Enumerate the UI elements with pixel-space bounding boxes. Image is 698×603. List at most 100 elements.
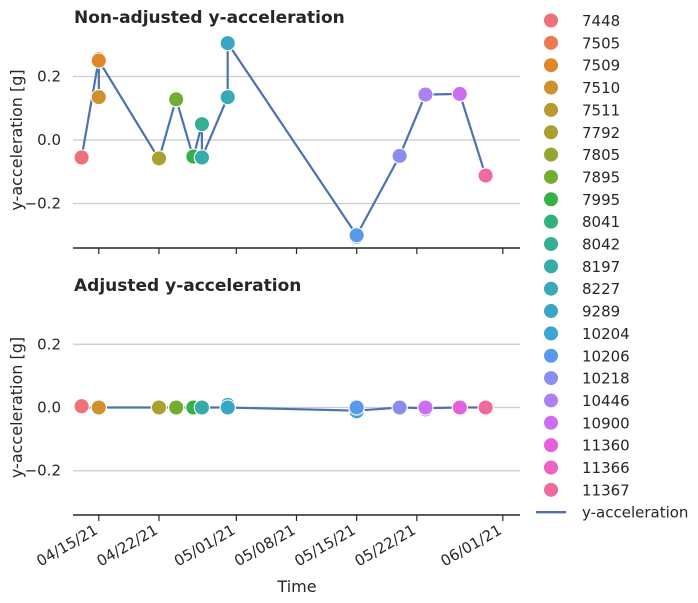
legend-marker	[544, 237, 558, 251]
legend-label: 9289	[582, 303, 620, 321]
legend-item: 7511	[544, 101, 620, 119]
legend-label: 10446	[582, 392, 630, 410]
chart-title: Adjusted y-acceleration	[74, 276, 301, 296]
data-point-10900	[417, 399, 434, 416]
panel-adjusted: 0.2 0.0 −0.2 Adjusted y-acceleration y-accel…	[7, 276, 520, 521]
legend-marker	[544, 147, 558, 162]
legend-marker	[544, 80, 558, 95]
legend-label: 8042	[582, 236, 620, 254]
x-tick-label: 06/01/21	[437, 521, 504, 570]
legend-item: 7792	[544, 124, 620, 142]
legend-marker	[544, 438, 558, 453]
data-point-7448	[73, 398, 90, 415]
legend-item: 11366	[544, 459, 630, 477]
y-tick-label: 0.0	[37, 131, 61, 149]
legend-item: 7895	[544, 168, 620, 186]
data-point-7510	[90, 88, 107, 106]
legend-label: 7895	[582, 168, 620, 186]
data-point-10900	[451, 85, 468, 103]
legend-marker	[544, 259, 558, 274]
data-point-8227	[219, 88, 236, 106]
legend-marker	[544, 304, 558, 319]
data-point-8197	[193, 149, 211, 166]
data-point-10206	[348, 227, 365, 244]
x-tick-label: 04/22/21	[94, 521, 161, 570]
y-axis-label: y-acceleration [g]	[7, 337, 26, 478]
legend-item: 10204	[544, 325, 630, 343]
legend-label: 8041	[582, 213, 620, 231]
legend-item: 7510	[544, 79, 620, 97]
legend-item: 10218	[544, 370, 630, 388]
legend-label: 8227	[582, 280, 620, 298]
data-point-7510	[90, 399, 107, 416]
y-axis-label: y-acceleration [g]	[7, 69, 26, 210]
legend-item: 8227	[544, 280, 620, 298]
legend-marker	[544, 214, 558, 229]
legend-item: 7995	[544, 191, 620, 209]
legend-marker	[544, 102, 558, 117]
legend-item: 11360	[544, 437, 630, 455]
data-point-11360	[451, 399, 468, 416]
legend-item: 7509	[544, 57, 620, 75]
legend-item: 10206	[544, 347, 630, 365]
legend-label: 10900	[582, 414, 630, 432]
x-axis-label: Time	[276, 577, 316, 596]
data-point-8042	[193, 115, 211, 133]
legend-marker	[544, 58, 558, 73]
legend-marker	[544, 482, 558, 497]
data-point-10218	[391, 147, 408, 165]
data-point-11367	[477, 167, 494, 184]
data-point-10446	[417, 86, 434, 103]
legend-item: 7505	[544, 34, 620, 52]
legend-label: y-acceleration	[582, 504, 688, 522]
legend-marker	[544, 192, 558, 207]
legend-item: 8197	[544, 258, 620, 276]
legend-item: 7448	[544, 12, 620, 30]
legend-label: 7995	[582, 191, 620, 209]
legend-label: 7510	[582, 79, 620, 97]
legend-item: 9289	[544, 303, 620, 321]
data-point-7895	[168, 91, 185, 108]
legend-item: 8042	[544, 236, 620, 254]
legend-marker	[544, 460, 558, 475]
data-point-7448	[73, 149, 90, 166]
legend-item-line: y-acceleration	[536, 504, 688, 522]
y-tick-label: 0.0	[37, 399, 61, 417]
legend-item: 10900	[544, 414, 630, 432]
legend-marker	[544, 371, 558, 386]
legend: 7448 7505 7509 7510 7511 7792 7805 7895 7995 8041…	[536, 12, 688, 522]
x-tick-label: 05/08/21	[231, 521, 298, 570]
legend-marker	[544, 125, 558, 140]
legend-label: 11367	[582, 481, 630, 499]
legend-label: 7509	[582, 57, 620, 75]
data-point-7792	[150, 150, 168, 167]
y-tick-label: −0.2	[25, 462, 61, 480]
legend-label: 10204	[582, 325, 630, 343]
data-point-8197	[193, 399, 211, 416]
legend-marker	[544, 326, 558, 341]
x-tick-label: 04/15/21	[33, 521, 100, 570]
data-point-9289	[219, 399, 236, 416]
data-point-10206	[348, 399, 365, 416]
legend-label: 7792	[582, 124, 620, 142]
legend-label: 11360	[582, 437, 630, 455]
data-point-7895	[168, 399, 185, 416]
legend-label: 7448	[582, 12, 620, 30]
y-tick-label: 0.2	[37, 335, 61, 353]
x-tick-label: 05/01/21	[171, 521, 238, 570]
legend-marker	[544, 415, 558, 430]
legend-item: 7805	[544, 146, 620, 164]
data-point-11367	[477, 399, 494, 416]
legend-marker	[544, 393, 558, 408]
legend-label: 8197	[582, 258, 620, 276]
data-point-7792	[150, 399, 168, 416]
legend-item: 8041	[544, 213, 620, 231]
legend-label: 7505	[582, 34, 620, 52]
legend-label: 11366	[582, 459, 630, 477]
legend-label: 10218	[582, 370, 630, 388]
legend-item: 10446	[544, 392, 630, 410]
y-tick-label: −0.2	[25, 195, 61, 213]
y-tick-label: 0.2	[37, 67, 61, 85]
legend-marker	[544, 281, 558, 296]
